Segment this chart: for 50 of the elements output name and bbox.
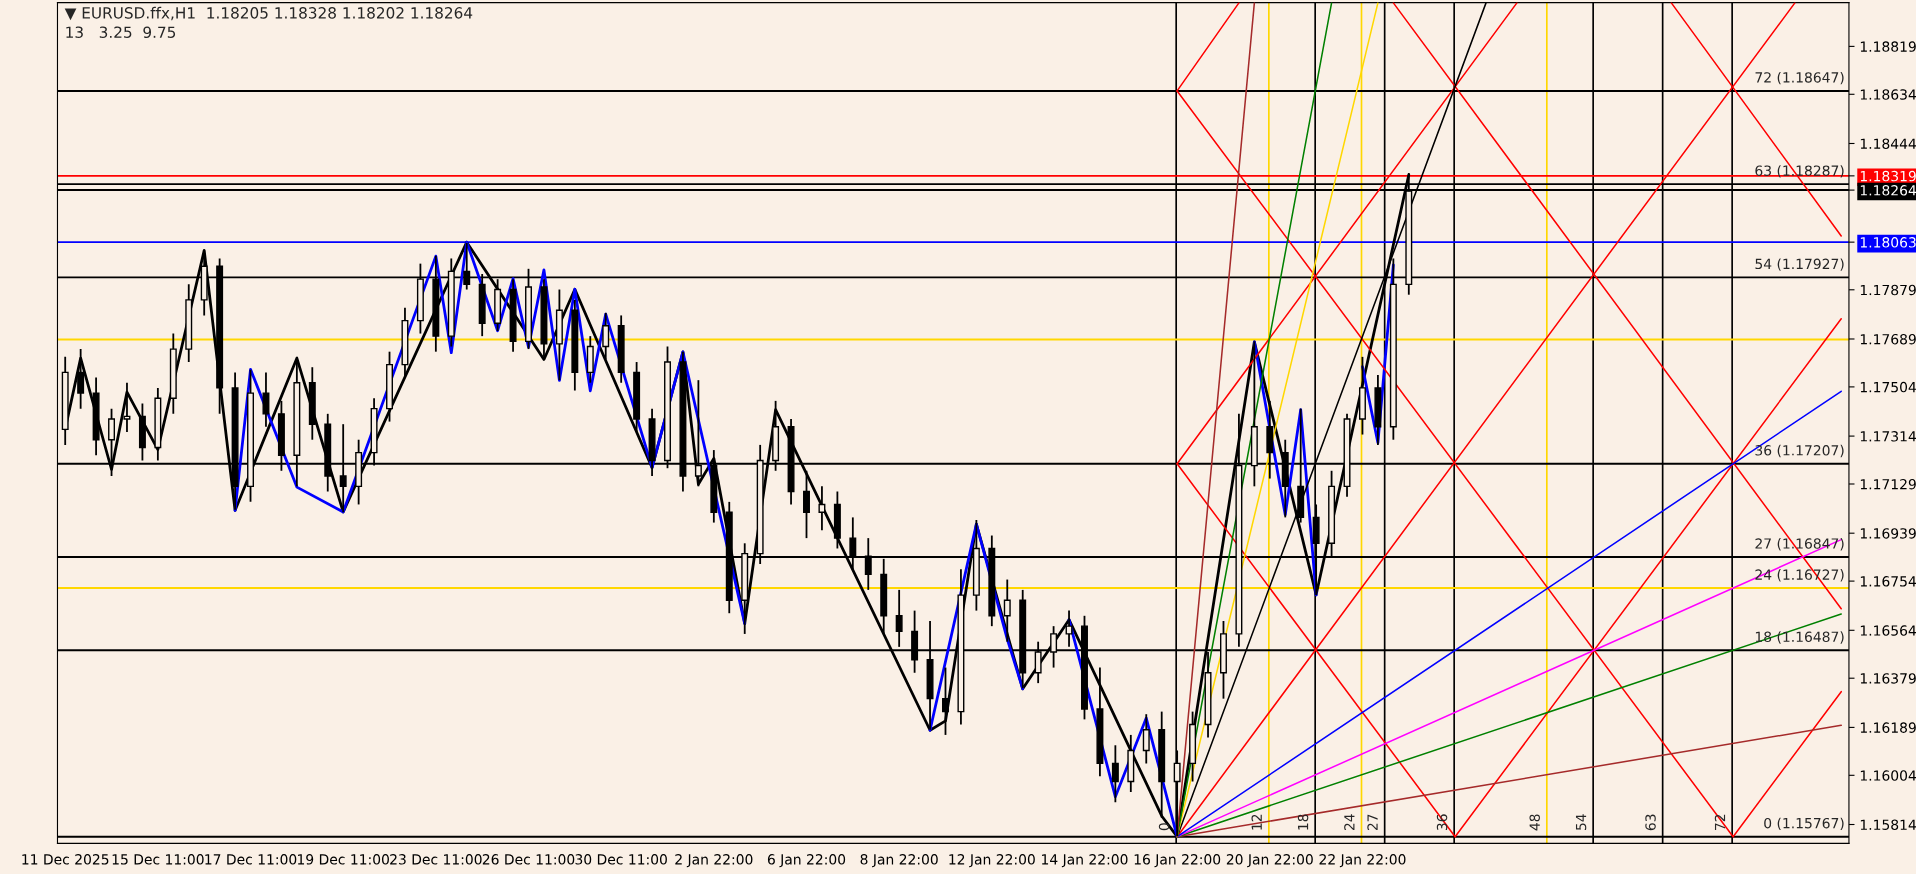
x-tick-label: 20 Jan 22:00 xyxy=(1226,854,1313,868)
x-tick-label: 2 Jan 22:00 xyxy=(675,854,753,868)
x-tick-label: 19 Dec 11:00 xyxy=(298,854,389,865)
y-tick-label: 1.15814 xyxy=(1860,819,1916,830)
y-tick-label: 1.16564 xyxy=(1860,625,1916,636)
annotation: 24 xyxy=(1344,814,1355,831)
ref-line-label: 54 (1.17927) xyxy=(1755,258,1844,271)
x-tick-label: 23 Dec 11:00 xyxy=(390,854,482,865)
y-tick-label: 1.16004 xyxy=(1860,770,1916,781)
y-tick-label: 1.16379 xyxy=(1860,673,1916,684)
annotation: 12 xyxy=(1251,814,1262,830)
y-tick-label: 1.18319 xyxy=(1860,170,1916,182)
y-tick-label: 1.17879 xyxy=(1860,284,1916,296)
x-tick-label: 30 Dec 11:00 xyxy=(575,854,667,865)
ref-line-label: 36 (1.17207) xyxy=(1755,444,1844,458)
y-tick-label: 1.17689 xyxy=(1860,333,1916,345)
x-tick-label: 8 Jan 22:00 xyxy=(860,854,938,868)
y-tick-label: 1.18264 xyxy=(1860,185,1916,196)
y-tick-label: 1.17129 xyxy=(1860,478,1916,490)
x-tick-label: 6 Jan 22:00 xyxy=(767,854,846,868)
text: 13 3.25 9.75 xyxy=(66,26,176,38)
x-tick-label: 17 Dec 11:00 xyxy=(205,854,297,865)
x-tick-label: 11 Dec 2025 xyxy=(22,854,109,865)
ref-line-label: 18 (1.16487) xyxy=(1755,631,1844,644)
y-tick-label: 1.16189 xyxy=(1860,722,1916,733)
x-tick-label: 16 Jan 22:00 xyxy=(1134,854,1221,868)
annotation: 18 xyxy=(1297,814,1309,830)
y-tick-label: 1.17314 xyxy=(1860,431,1916,442)
annotation: 27 xyxy=(1367,814,1378,831)
y-tick-label: 1.18819 xyxy=(1860,41,1916,52)
y-tick-label: 1.18063 xyxy=(1860,237,1916,248)
y-tick-label: 1.17504 xyxy=(1860,381,1916,393)
x-tick-label: 14 Jan 22:00 xyxy=(1042,854,1128,868)
chart-title: ▼ EURUSD.ffx,H1 1.18205 1.18328 1.18202 1.18264 xyxy=(64,6,473,21)
ref-line-label: 72 (1.18647) xyxy=(1755,71,1844,85)
y-tick-label: 1.16939 xyxy=(1860,528,1916,539)
annotation: 63 xyxy=(1645,814,1656,831)
y-tick-label: 1.18444 xyxy=(1860,138,1916,149)
x-tick-label: 12 Jan 22:00 xyxy=(949,854,1035,868)
ref-line-label: 0 (1.15767) xyxy=(1764,817,1844,831)
annotation: 54 xyxy=(1575,814,1587,831)
annotation: 36 xyxy=(1436,814,1448,831)
y-tick-label: 1.16754 xyxy=(1860,576,1916,587)
annotation: 48 xyxy=(1529,814,1540,831)
y-tick-label: 1.18634 xyxy=(1860,89,1916,100)
x-tick-label: 22 Jan 22:00 xyxy=(1319,854,1406,868)
x-tick-label: 15 Dec 11:00 xyxy=(112,854,204,865)
x-tick-label: 26 Dec 11:00 xyxy=(482,854,575,865)
annotation: 72 xyxy=(1714,814,1726,830)
annotation: 0 xyxy=(1158,823,1170,831)
